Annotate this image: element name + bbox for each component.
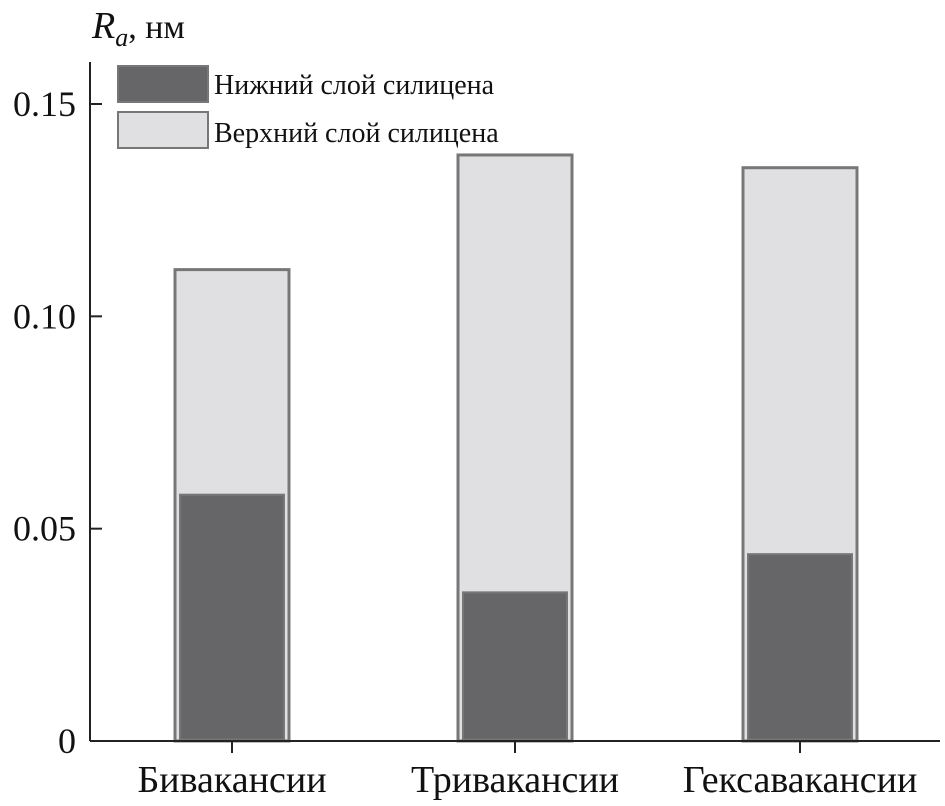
- x-ticks-group: Бивакансии Тривакансии Гексавакансии: [137, 741, 917, 801]
- y-ticks-group: 0 0.05 0.10 0.15: [13, 84, 102, 761]
- bar-lower-layer: [462, 591, 568, 741]
- legend: Нижний слой силицена Верхний слой силице…: [117, 65, 499, 149]
- x-tick-label: Гексавакансии: [683, 759, 918, 801]
- y-axis-subscript: a: [115, 23, 128, 52]
- x-tick-label: Бивакансии: [137, 759, 326, 801]
- y-tick-label: 0: [58, 721, 76, 761]
- legend-swatch-lower: [117, 65, 209, 103]
- y-axis-title: Ra, нм: [91, 5, 185, 52]
- y-axis-symbol: R: [91, 5, 115, 47]
- y-tick-label: 0.15: [13, 84, 76, 124]
- legend-label-lower: Нижний слой силицена: [214, 70, 495, 101]
- bar-lower-layer: [747, 553, 853, 741]
- y-axis-unit: , нм: [128, 9, 185, 46]
- y-tick-label: 0.05: [13, 509, 76, 549]
- bar-lower-layer: [179, 493, 285, 741]
- legend-label-upper: Верхний слой силицена: [214, 118, 499, 149]
- y-tick-label: 0.10: [13, 296, 76, 336]
- bars-group: [173, 153, 859, 743]
- x-tick-label: Тривакансии: [411, 759, 619, 801]
- legend-swatch-upper: [117, 111, 209, 149]
